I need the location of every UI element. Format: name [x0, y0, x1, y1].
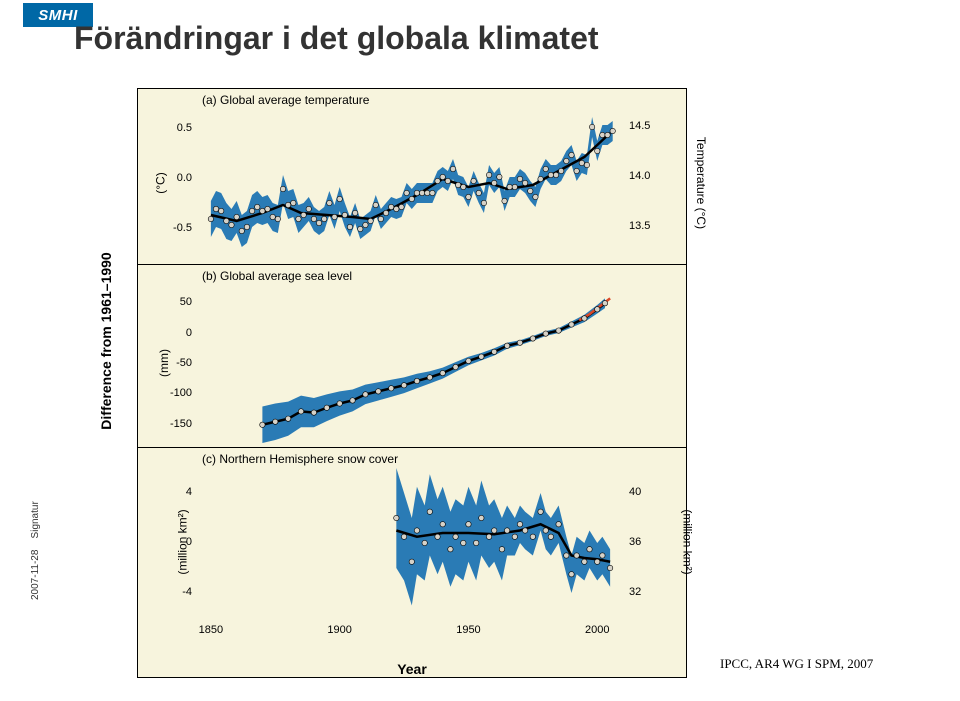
y-tick-left: 4 — [162, 486, 192, 498]
y-tick-left: 50 — [162, 296, 192, 308]
panel-c-title: (c) Northern Hemisphere snow cover — [202, 452, 398, 466]
panel-a-plot: (°C)Temperature (°C) — [198, 109, 623, 259]
y-right-label: (million km²) — [681, 509, 695, 574]
chart-figure: Difference from 1961–1990 (a) Global ave… — [137, 88, 687, 678]
y-tick-left: 0 — [162, 536, 192, 548]
shared-y-label: Difference from 1961–1990 — [98, 241, 114, 441]
y-tick-right: 40 — [629, 486, 641, 498]
source-citation: IPCC, AR4 WG I SPM, 2007 — [720, 656, 873, 672]
x-tick: 1950 — [448, 624, 488, 636]
page-title: Förändringar i det globala klimatet — [74, 20, 599, 57]
panel-a-title: (a) Global average temperature — [202, 93, 369, 107]
panel-c-plot: (million km²)(million km²) — [198, 468, 623, 618]
y-tick-right: 32 — [629, 586, 641, 598]
y-tick-left: 0.0 — [162, 172, 192, 184]
logo-text: SMHI — [38, 7, 78, 24]
y-tick-right: 13.5 — [629, 220, 650, 232]
y-tick-left: 0 — [162, 327, 192, 339]
x-tick: 2000 — [577, 624, 617, 636]
y-right-label: Temperature (°C) — [694, 137, 708, 229]
panel-b-plot: (mm) — [198, 285, 623, 443]
y-tick-right: 14.5 — [629, 120, 650, 132]
slide: SMHI Förändringar i det globala klimatet… — [0, 0, 960, 701]
y-tick-left: -4 — [162, 586, 192, 598]
panel-c-snow: (c) Northern Hemisphere snow cover (mill… — [138, 448, 686, 645]
panel-b-sealevel: (b) Global average sea level (mm) -150 -1… — [138, 265, 686, 448]
y-tick-right: 36 — [629, 536, 641, 548]
y-tick-left: -100 — [162, 387, 192, 399]
y-tick-left: -50 — [162, 357, 192, 369]
y-tick-left: -0.5 — [162, 222, 192, 234]
y-tick-left: 0.5 — [162, 122, 192, 134]
panel-a-temperature: (a) Global average temperature (°C)Tempe… — [138, 89, 686, 265]
x-tick: 1850 — [191, 624, 231, 636]
side-date-signature: 2007-11-28 Signatur — [30, 501, 41, 600]
x-axis-title: Year — [138, 661, 686, 677]
side-date: 2007-11-28 — [30, 550, 41, 600]
side-signature: Signatur — [30, 501, 41, 538]
y-tick-left: -150 — [162, 418, 192, 430]
panel-b-title: (b) Global average sea level — [202, 269, 352, 283]
x-tick: 1900 — [320, 624, 360, 636]
y-tick-right: 14.0 — [629, 170, 650, 182]
